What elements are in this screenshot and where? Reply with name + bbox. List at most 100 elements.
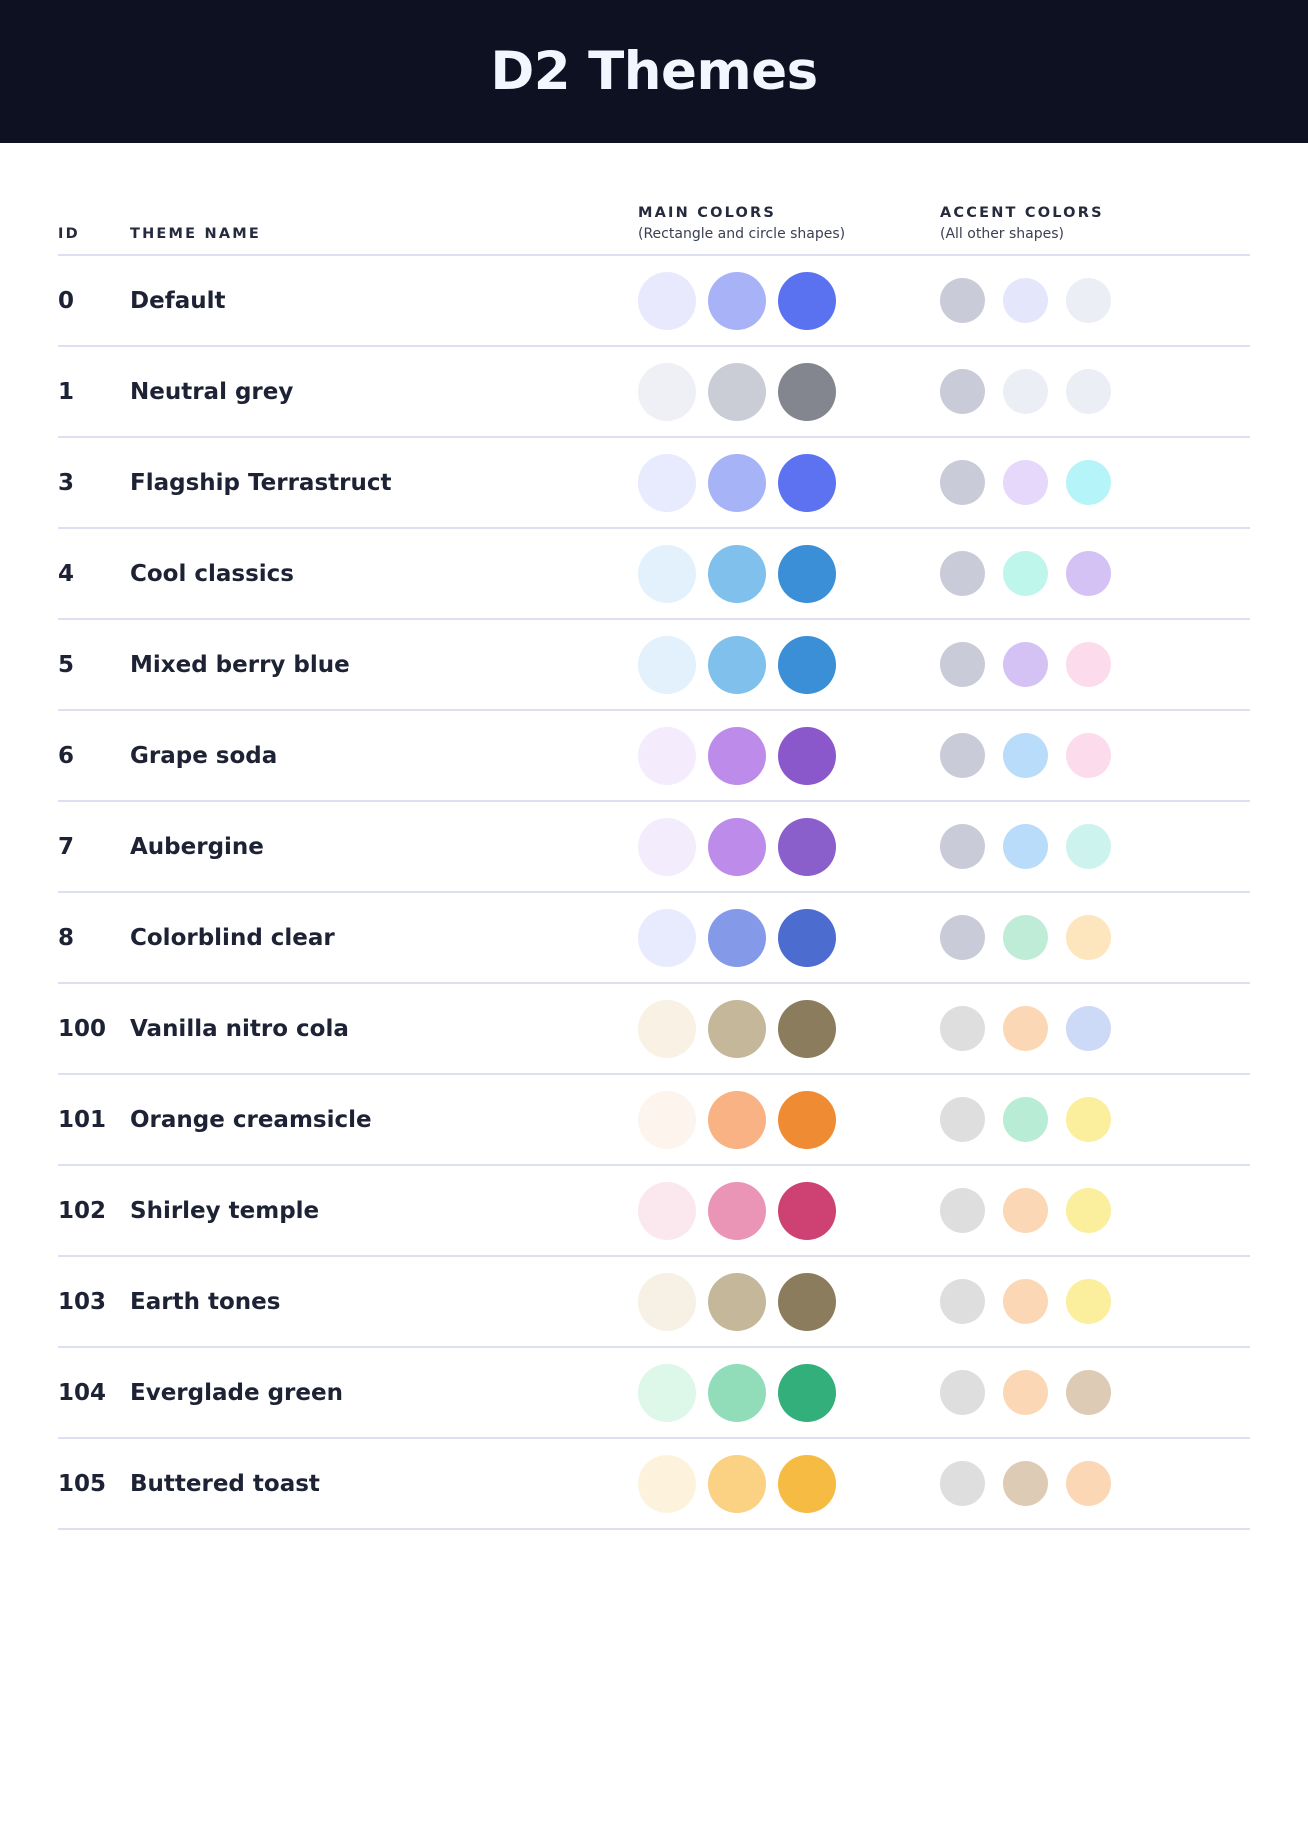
accent-color-swatch xyxy=(940,733,985,778)
theme-id: 103 xyxy=(58,1288,107,1315)
accent-colors-cell xyxy=(930,346,1250,438)
main-swatch-group xyxy=(630,726,930,785)
accent-color-swatch xyxy=(1003,824,1048,869)
accent-swatch-group xyxy=(930,460,1250,505)
theme-id-cell: 5 xyxy=(58,619,130,711)
table-row: 101 Orange creamsicle xyxy=(58,1074,1250,1166)
main-color-swatch xyxy=(778,1363,836,1422)
theme-name-cell: Flagship Terrastruct xyxy=(130,437,630,529)
main-color-swatch xyxy=(778,271,836,330)
column-header-accent-colors: ACCENT COLORS (All other shapes) xyxy=(930,143,1250,256)
accent-color-swatch xyxy=(1003,1097,1048,1142)
theme-id: 1 xyxy=(58,378,75,405)
table-row: 7 Aubergine xyxy=(58,801,1250,893)
column-header-id: ID xyxy=(58,143,130,256)
header-row: ID THEME NAME MAIN COLORS (Rectangle and… xyxy=(58,143,1250,256)
accent-swatch-group xyxy=(930,915,1250,960)
accent-swatch-group xyxy=(930,1006,1250,1051)
accent-color-swatch xyxy=(940,278,985,323)
theme-id-cell: 105 xyxy=(58,1438,130,1530)
theme-id: 4 xyxy=(58,560,75,587)
theme-id-cell: 101 xyxy=(58,1074,130,1166)
theme-name: Grape soda xyxy=(130,742,278,769)
theme-id-cell: 8 xyxy=(58,892,130,984)
accent-swatch-group xyxy=(930,1461,1250,1506)
table-row: 100 Vanilla nitro cola xyxy=(58,983,1250,1075)
main-colors-cell xyxy=(630,1165,930,1257)
main-color-swatch xyxy=(708,817,766,876)
accent-color-swatch xyxy=(1003,1006,1048,1051)
accent-colors-cell xyxy=(930,710,1250,802)
page-title: D2 Themes xyxy=(490,41,818,102)
main-color-swatch xyxy=(638,908,696,967)
main-colors-cell xyxy=(630,346,930,438)
accent-color-swatch xyxy=(1003,1370,1048,1415)
accent-color-swatch xyxy=(940,551,985,596)
accent-color-swatch xyxy=(1003,915,1048,960)
table-body: 0 Default 1 Neutral grey 3 Flagship Terrastru… xyxy=(58,255,1250,1530)
accent-color-swatch xyxy=(1003,460,1048,505)
main-color-swatch xyxy=(778,1454,836,1513)
accent-colors-cell xyxy=(930,983,1250,1075)
main-color-swatch xyxy=(778,726,836,785)
theme-name-cell: Orange creamsicle xyxy=(130,1074,630,1166)
main-color-swatch xyxy=(708,726,766,785)
main-colors-cell xyxy=(630,619,930,711)
main-color-swatch xyxy=(638,1181,696,1240)
theme-name: Vanilla nitro cola xyxy=(130,1015,349,1042)
accent-color-swatch xyxy=(1003,733,1048,778)
accent-colors-cell xyxy=(930,619,1250,711)
accent-colors-cell xyxy=(930,1347,1250,1439)
theme-name-cell: Neutral grey xyxy=(130,346,630,438)
accent-colors-cell xyxy=(930,528,1250,620)
accent-swatch-group xyxy=(930,1279,1250,1324)
table-row: 104 Everglade green xyxy=(58,1347,1250,1439)
theme-id-cell: 6 xyxy=(58,710,130,802)
accent-color-swatch xyxy=(1066,1188,1111,1233)
accent-color-swatch xyxy=(1066,915,1111,960)
main-color-swatch xyxy=(778,1090,836,1149)
column-header-id-label: ID xyxy=(58,226,80,242)
theme-id: 5 xyxy=(58,651,75,678)
main-color-swatch xyxy=(778,817,836,876)
main-colors-cell xyxy=(630,528,930,620)
accent-colors-cell xyxy=(930,1165,1250,1257)
table-row: 8 Colorblind clear xyxy=(58,892,1250,984)
table-row: 6 Grape soda xyxy=(58,710,1250,802)
main-color-swatch xyxy=(708,999,766,1058)
main-colors-cell xyxy=(630,437,930,529)
theme-name: Colorblind clear xyxy=(130,924,335,951)
column-header-accent-colors-subtitle: (All other shapes) xyxy=(940,226,1065,242)
theme-name: Flagship Terrastruct xyxy=(130,469,392,496)
accent-colors-cell xyxy=(930,255,1250,347)
main-color-swatch xyxy=(638,1272,696,1331)
main-color-swatch xyxy=(638,544,696,603)
theme-name: Orange creamsicle xyxy=(130,1106,372,1133)
accent-swatch-group xyxy=(930,1370,1250,1415)
column-header-main-colors: MAIN COLORS (Rectangle and circle shapes… xyxy=(630,143,930,256)
column-header-accent-colors-label: ACCENT COLORS xyxy=(940,205,1104,221)
theme-name-cell: Colorblind clear xyxy=(130,892,630,984)
theme-name-cell: Aubergine xyxy=(130,801,630,893)
theme-name-cell: Vanilla nitro cola xyxy=(130,983,630,1075)
theme-id: 0 xyxy=(58,287,75,314)
main-swatch-group xyxy=(630,1454,930,1513)
accent-color-swatch xyxy=(940,1461,985,1506)
theme-name: Default xyxy=(130,287,226,314)
accent-color-swatch xyxy=(1003,1461,1048,1506)
main-color-swatch xyxy=(708,362,766,421)
main-swatch-group xyxy=(630,908,930,967)
theme-name-cell: Grape soda xyxy=(130,710,630,802)
column-header-main-colors-subtitle: (Rectangle and circle shapes) xyxy=(638,226,846,242)
accent-color-swatch xyxy=(1003,642,1048,687)
theme-name: Everglade green xyxy=(130,1379,343,1406)
accent-color-swatch xyxy=(1066,551,1111,596)
main-color-swatch xyxy=(778,362,836,421)
main-swatch-group xyxy=(630,999,930,1058)
table-row: 4 Cool classics xyxy=(58,528,1250,620)
table-row: 105 Buttered toast xyxy=(58,1438,1250,1530)
main-color-swatch xyxy=(778,544,836,603)
theme-name: Aubergine xyxy=(130,833,264,860)
main-color-swatch xyxy=(638,1090,696,1149)
theme-name: Neutral grey xyxy=(130,378,294,405)
